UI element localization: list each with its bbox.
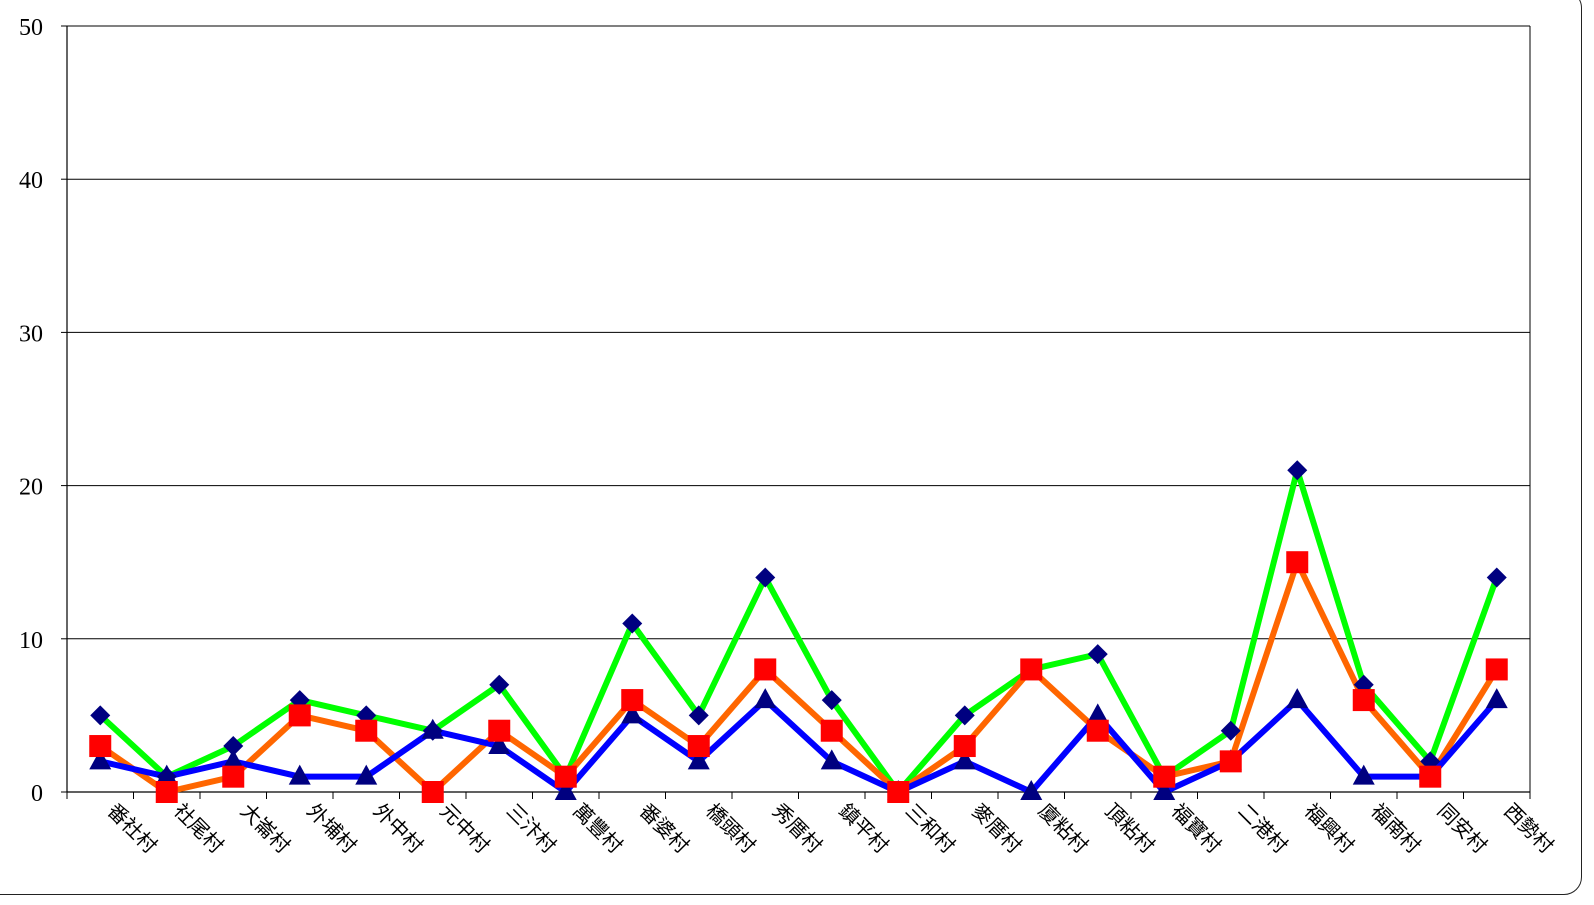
x-tick-label: 橋頭村 [701,799,760,858]
x-tick-label: 三汴村 [502,799,561,858]
series-3-point [1485,688,1508,709]
x-tick-label: 社尾村 [169,799,228,858]
x-tick-label: 頂粘村 [1100,799,1159,858]
series-2-point [488,719,511,742]
series-2-point [1086,719,1109,742]
series-2-point [355,719,378,742]
series-2-point [1219,750,1242,773]
series-3-point [1086,703,1109,724]
series-1-point [223,736,244,757]
gridlines [67,25,1530,793]
series-2-point [1286,551,1309,574]
x-tick-label: 福興村 [1300,799,1359,858]
series-2-point [222,765,245,788]
series-1-point [90,705,111,726]
series-3-point [288,764,311,785]
series-3-point [554,780,577,800]
series-3-point [1286,688,1309,709]
series-3-point [355,764,378,785]
series-3-point [953,749,976,770]
series-2-line [98,559,1500,795]
series-2-point [1485,658,1508,681]
series-2-point [288,704,311,727]
series-3-point [687,749,710,770]
y-tick-label: 10 [19,628,43,654]
y-tick-label: 20 [19,475,43,501]
series-1-point [1486,567,1507,588]
x-tick-label: 元中村 [435,799,494,858]
x-tick-label: 外中村 [369,799,428,858]
x-tick-label: 番婆村 [635,799,694,858]
series-1-line [98,467,1500,795]
series-1-point [622,613,643,634]
series-1-point [489,674,510,695]
series-3-point [488,734,511,755]
x-tick-label: 麥厝村 [967,799,1026,858]
x-tick-label: 二港村 [1233,799,1292,858]
y-tick-label: 30 [19,321,43,347]
series-3-point [1153,780,1176,800]
x-tick-label: 三和村 [901,799,960,858]
series-1-point [821,690,842,711]
x-tick-label: 同安村 [1433,799,1492,858]
y-tick-label: 0 [31,781,43,807]
x-tick-label: 外埔村 [302,799,361,858]
x-tick-label: 大崙村 [236,799,295,858]
series-2-point [1352,689,1375,712]
series-3-point [1352,764,1375,785]
axes [61,25,1531,799]
series-2-point [1020,658,1043,681]
x-tick-label: 福南村 [1366,799,1425,858]
x-tick-label: 番社村 [103,799,162,858]
series [89,460,1508,803]
series-2-point [820,719,843,742]
series-1-point [755,567,776,588]
x-tick-label: 秀厝村 [768,799,827,858]
series-1-point [954,705,975,726]
series-2-point [554,765,577,788]
series-1-point [1287,460,1308,481]
series-3-line [99,697,1500,795]
series-2-point [89,735,112,758]
series-1-point [688,705,709,726]
series-2-point [887,781,910,803]
series-3-point [89,749,112,770]
series-1-point [1087,644,1108,665]
x-tick-label: 萬豐村 [568,799,627,858]
series-2-point [687,735,710,758]
series-1-point [1220,720,1241,741]
series-3-point [621,703,644,724]
series-1-point [422,720,443,741]
series-2-point [1153,765,1176,788]
y-tick-label: 50 [19,15,43,41]
series-3-point [754,688,777,709]
series-3-point [222,749,245,770]
x-tick-label: 西勢村 [1499,799,1558,858]
x-tick-label: 鎮平村 [834,799,893,858]
x-tick-label: 福寶村 [1167,799,1226,858]
series-2-point [155,781,178,803]
series-2-point [754,658,777,681]
series-2-point [953,735,976,758]
series-2-point [1419,765,1442,788]
y-tick-label: 40 [19,168,43,194]
x-tick-label: 廈粘村 [1034,799,1093,858]
series-2-point [421,781,444,803]
series-2-point [621,689,644,712]
series-3-point [820,749,843,770]
series-3-point [1020,780,1043,800]
